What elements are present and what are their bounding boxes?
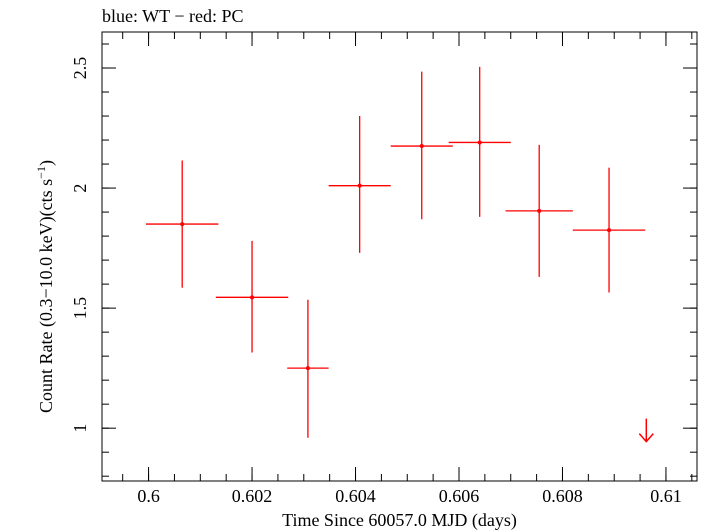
x-axis-tick-labels: 0.6 0.602 0.604 0.606 0.608 0.61 bbox=[137, 486, 681, 506]
y-axis-title-main: Count Rate (0.3−10.0 keV)(cts s bbox=[36, 179, 57, 413]
x-axis-title: Time Since 60057.0 MJD (days) bbox=[282, 510, 517, 531]
data-point bbox=[357, 183, 362, 188]
chart-title: blue: WT − red: PC bbox=[102, 6, 243, 26]
x-tick-label: 0.604 bbox=[335, 486, 376, 506]
y-axis-ticks bbox=[102, 43, 697, 477]
data-point bbox=[180, 222, 185, 227]
y-tick-label: 1.5 bbox=[70, 297, 90, 320]
x-tick-label: 0.606 bbox=[439, 486, 480, 506]
y-tick-label: 2 bbox=[70, 184, 90, 193]
data-point bbox=[537, 208, 542, 213]
y-axis-title: Count Rate (0.3−10.0 keV)(cts s−1) bbox=[34, 160, 57, 413]
data-point bbox=[250, 295, 255, 300]
x-tick-label: 0.602 bbox=[232, 486, 273, 506]
x-tick-label: 0.6 bbox=[137, 486, 160, 506]
data-point bbox=[305, 366, 310, 371]
x-tick-label: 0.61 bbox=[650, 486, 682, 506]
y-tick-label: 2.5 bbox=[70, 57, 90, 80]
data-point bbox=[477, 140, 482, 145]
data-layer bbox=[145, 66, 654, 443]
x-axis-ticks bbox=[122, 32, 693, 481]
y-axis-title-superscript: −1 bbox=[34, 166, 48, 179]
data-point bbox=[419, 144, 424, 149]
y-axis-title-end: ) bbox=[36, 160, 57, 166]
y-tick-label: 1 bbox=[70, 424, 90, 433]
plot-frame bbox=[101, 31, 698, 482]
y-axis-tick-labels: 1 1.5 2 2.5 bbox=[70, 57, 90, 433]
upper-limit-arrow bbox=[638, 433, 654, 443]
data-point bbox=[607, 228, 612, 233]
x-tick-label: 0.608 bbox=[542, 486, 583, 506]
series-pc bbox=[145, 66, 654, 443]
